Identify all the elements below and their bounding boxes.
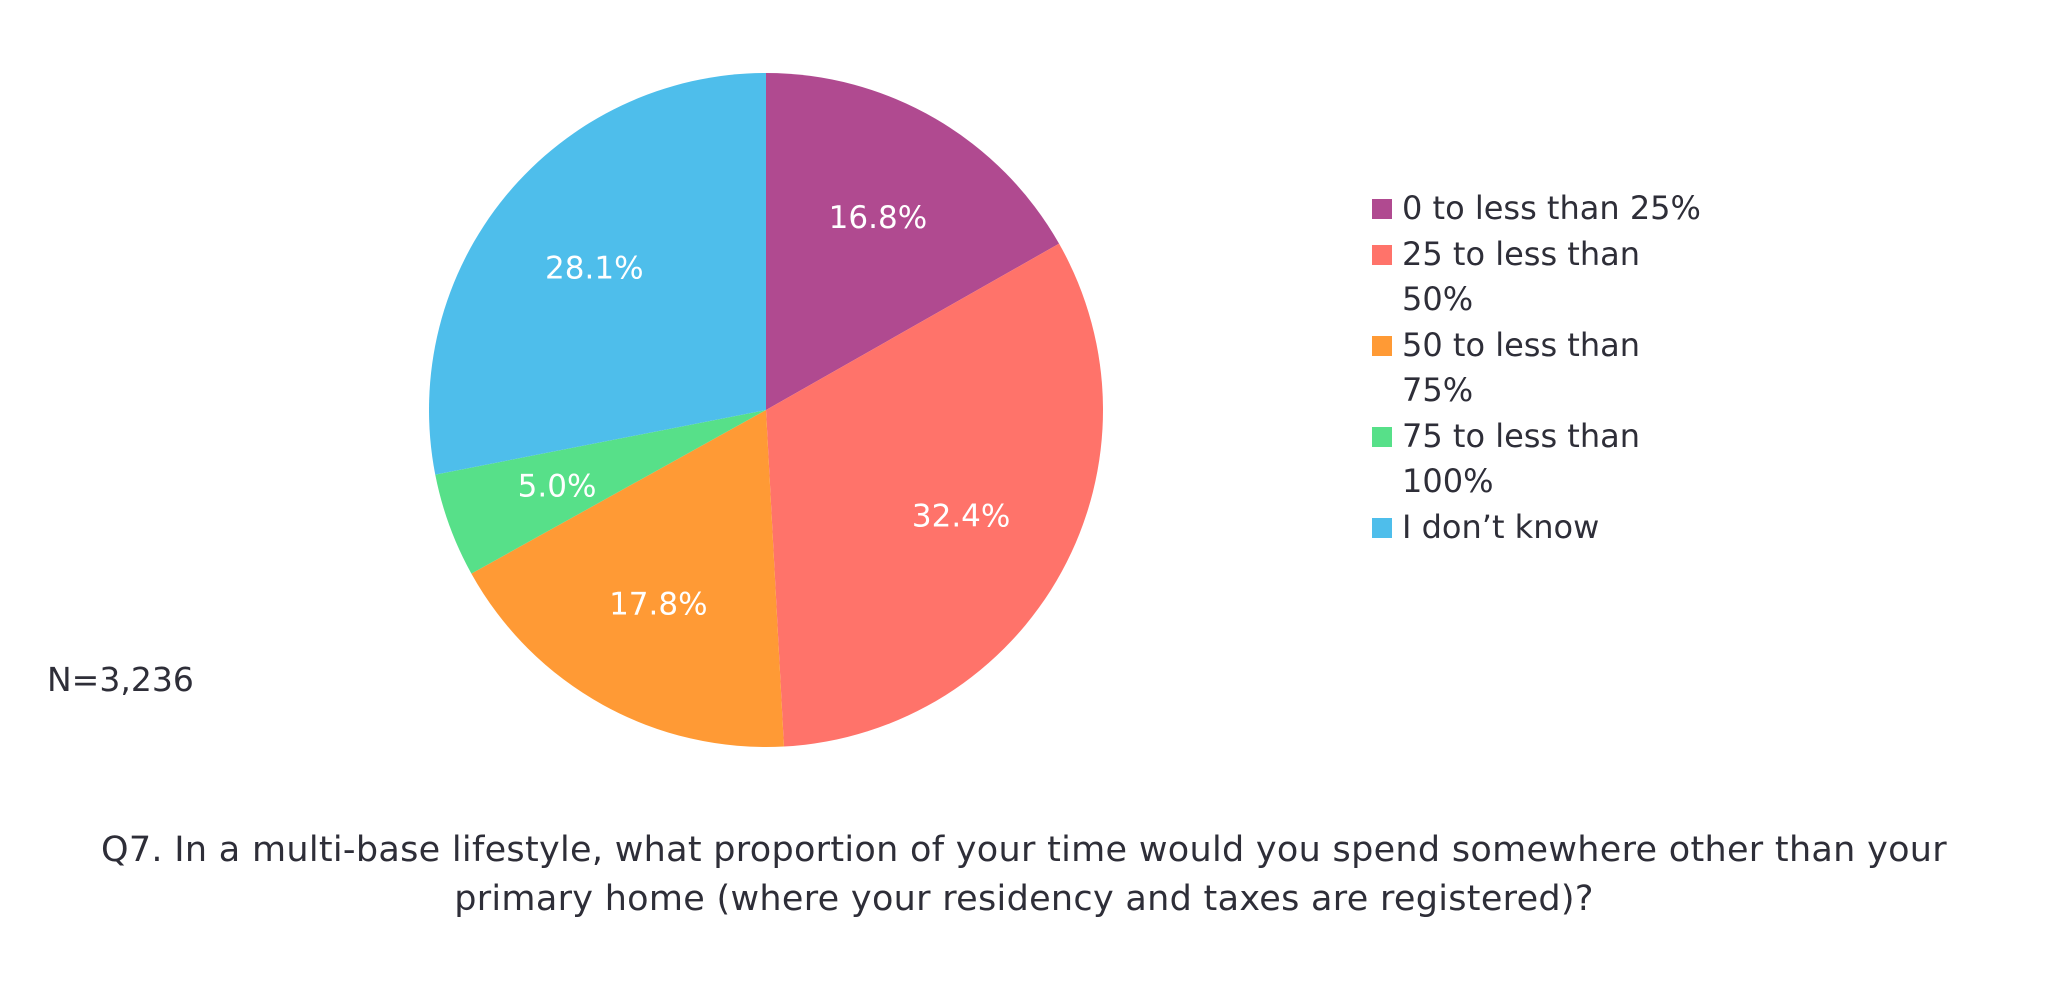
sample-size-note: N=3,236 xyxy=(47,660,194,699)
legend-label: I don’t know xyxy=(1402,508,1600,546)
pie-value-labels: 16.8% 32.4% 17.8% 5.0% 28.1% xyxy=(518,200,1011,623)
pie-slice-1 xyxy=(766,73,1060,410)
pie-slice-4 xyxy=(435,410,766,574)
legend-item: 50 to less than 75% xyxy=(1372,323,1702,413)
pie-value-label-3: 17.8% xyxy=(609,587,707,623)
pie-slice-5 xyxy=(428,73,766,475)
pie-value-label-5: 28.1% xyxy=(545,251,643,287)
legend-label: 25 to less than 50% xyxy=(1402,235,1640,318)
pie-value-label-1: 16.8% xyxy=(829,200,927,236)
legend-swatch xyxy=(1372,518,1392,538)
pie-value-label-4: 5.0% xyxy=(518,468,597,504)
legend-label: 75 to less than 100% xyxy=(1402,417,1640,500)
legend-swatch xyxy=(1372,427,1392,447)
legend-swatch xyxy=(1372,199,1392,219)
legend-item: 25 to less than 50% xyxy=(1372,232,1702,322)
legend-item: 0 to less than 25% xyxy=(1372,186,1702,231)
pie-value-label-2: 32.4% xyxy=(912,499,1010,535)
question-caption: Q7. In a multi-base lifestyle, what prop… xyxy=(101,830,1947,919)
legend-swatch xyxy=(1372,245,1392,265)
legend-swatch xyxy=(1372,336,1392,356)
legend-item: I don’t know xyxy=(1372,505,1702,550)
legend: 0 to less than 25% 25 to less than 50% 50 … xyxy=(1372,186,1702,551)
pie-slice-3 xyxy=(471,410,784,747)
pie-slice-2 xyxy=(766,243,1103,747)
legend-label: 50 to less than 75% xyxy=(1402,326,1640,409)
legend-label: 0 to less than 25% xyxy=(1402,189,1701,227)
legend-item: 75 to less than 100% xyxy=(1372,414,1702,504)
pie-slices xyxy=(428,73,1103,747)
